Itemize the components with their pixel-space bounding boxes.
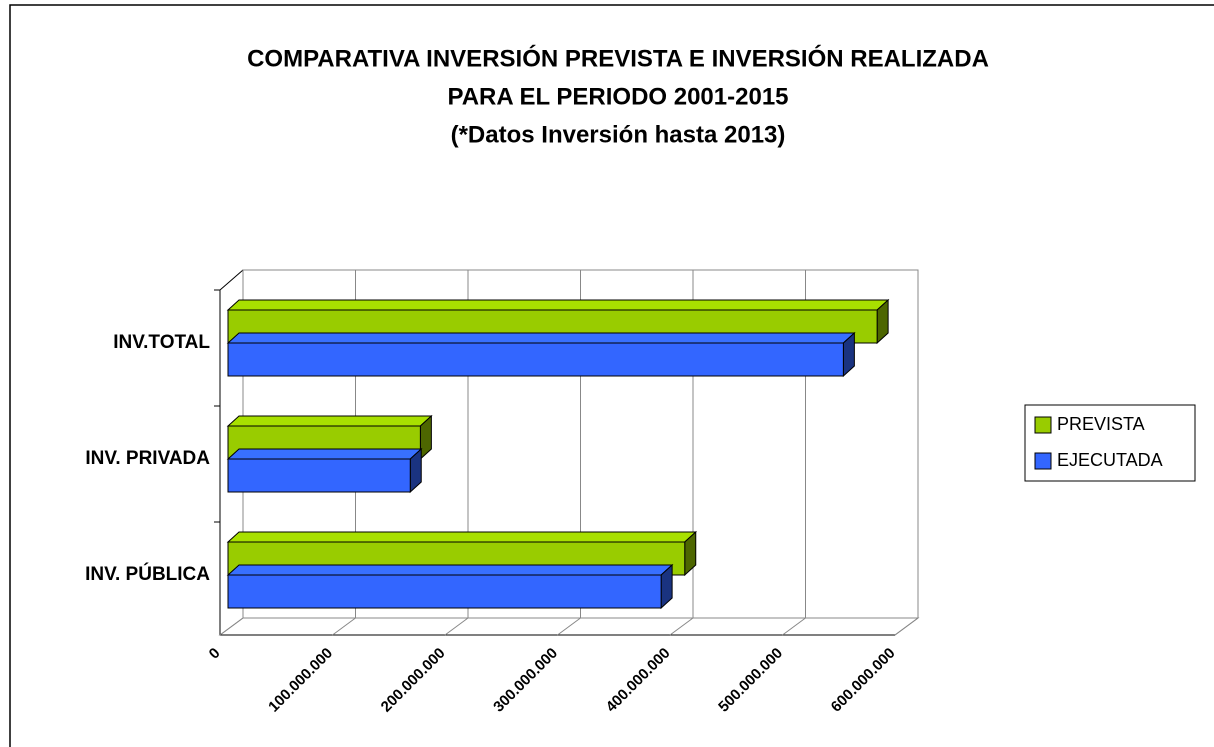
chart-title: PARA EL PERIODO 2001-2015 <box>447 83 788 110</box>
legend-box <box>1024 404 1196 482</box>
bar-top <box>226 332 856 344</box>
bar-top <box>226 415 433 427</box>
bar <box>226 331 856 378</box>
floor-grid-line <box>444 617 469 636</box>
bar-front <box>227 342 844 377</box>
legend-swatch <box>1034 452 1052 470</box>
bar-top <box>226 531 698 543</box>
floor-grid-line <box>669 617 694 636</box>
floor-grid-line <box>219 617 244 636</box>
y-axis <box>219 269 244 291</box>
legend-label: EJECUTADA <box>1057 450 1163 470</box>
floor-grid-line <box>332 617 356 636</box>
bar-top <box>226 299 890 311</box>
legend-label: PREVISTA <box>1057 414 1145 434</box>
chart-title: (*Datos Inversión hasta 2013) <box>451 121 786 148</box>
category-label: INV. PÚBLICA <box>85 563 210 585</box>
chart-title: COMPARATIVA INVERSIÓN PREVISTA E INVERSI… <box>247 44 989 72</box>
floor-grid-line <box>557 617 581 636</box>
legend-swatch <box>1034 416 1052 434</box>
category-label: INV. PRIVADA <box>85 448 210 469</box>
floor-grid-line <box>894 617 919 636</box>
bar <box>226 447 423 494</box>
bar-front <box>227 458 411 493</box>
bar-top <box>226 564 674 576</box>
bar <box>226 563 674 610</box>
bar-front <box>227 574 662 609</box>
category-label: INV.TOTAL <box>113 332 210 353</box>
floor-grid-line <box>782 617 806 636</box>
bar-top <box>226 448 423 460</box>
